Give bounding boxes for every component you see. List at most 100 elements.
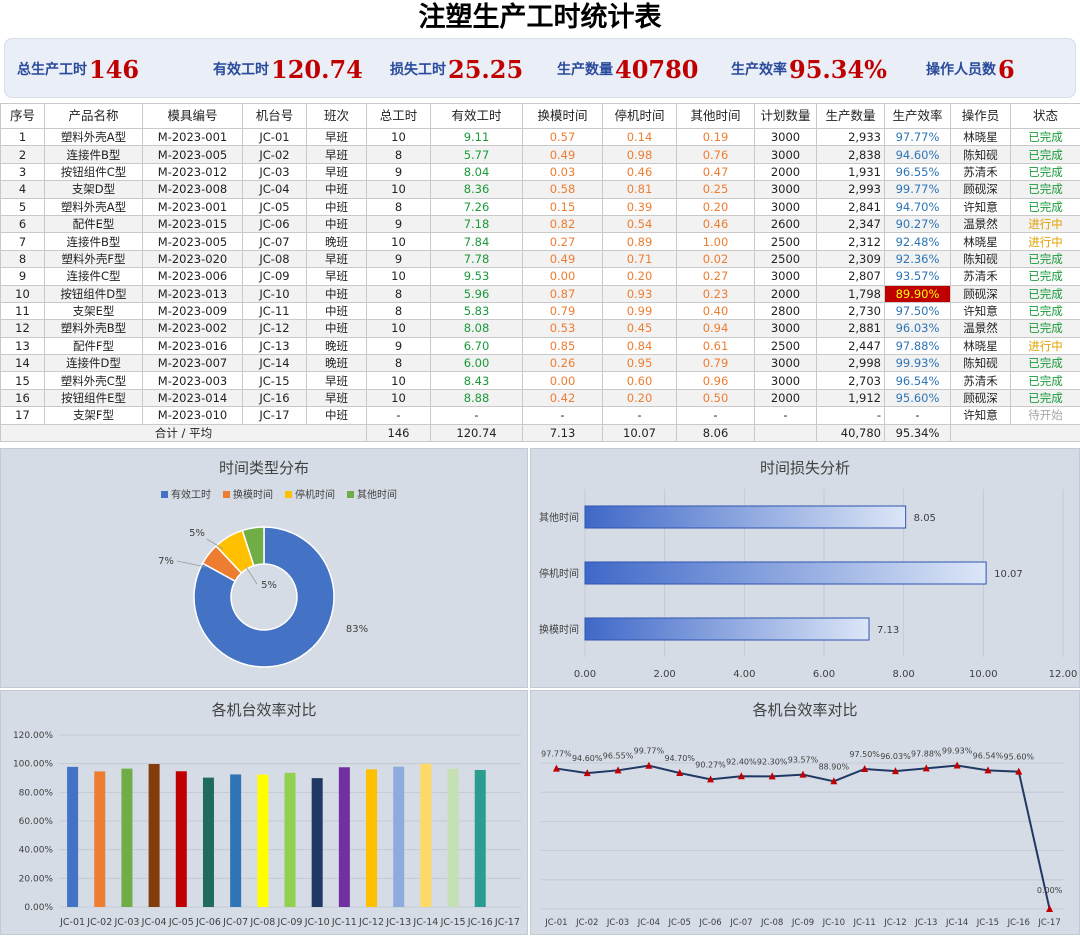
x-tick-label: 10.00	[969, 669, 998, 680]
x-category-label: JC-07	[729, 918, 752, 928]
point-data-label: 90.27%	[695, 760, 726, 769]
cell-col-downtime: 0.84	[603, 337, 677, 354]
cell-col-total-hours: 8	[367, 198, 431, 215]
cell-col-efficiency: 97.77%	[885, 129, 951, 146]
cell-col-effective: 6.70	[431, 337, 523, 354]
bar-jc-03	[121, 769, 132, 907]
x-category-label: JC-10	[822, 918, 845, 928]
cell-col-changeover: 0.00	[523, 268, 603, 285]
cell-col-index: 16	[1, 389, 45, 406]
point-data-label: 0.00%	[1037, 886, 1063, 895]
cell-col-shift: 早班	[307, 389, 367, 406]
cell-col-planned: 3000	[755, 372, 817, 389]
cell-col-shift: 晚班	[307, 337, 367, 354]
cell-col-downtime: 0.45	[603, 320, 677, 337]
cell-col-shift: 中班	[307, 198, 367, 215]
cell-col-machine: JC-08	[243, 250, 307, 267]
cell-col-other: 0.19	[677, 129, 755, 146]
pie-data-label: 7%	[158, 556, 174, 567]
cell-col-planned: 3000	[755, 355, 817, 372]
cell-col-downtime: 0.14	[603, 129, 677, 146]
cell-col-planned: -	[755, 407, 817, 424]
cell-col-total-hours: 8	[367, 285, 431, 302]
cell-col-changeover: 0.58	[523, 181, 603, 198]
cell-col-status: 已完成	[1011, 163, 1080, 180]
cell-col-status: 进行中	[1011, 337, 1080, 354]
y-tick-label: 100.00%	[13, 760, 53, 770]
x-category-label: JC-06	[698, 918, 721, 928]
cell-col-planned: 3000	[755, 268, 817, 285]
cell-col-machine: JC-10	[243, 285, 307, 302]
cell-col-mold: M-2023-012	[143, 163, 243, 180]
point-data-label: 88.90%	[819, 762, 850, 771]
x-category-label: JC-03	[606, 918, 629, 928]
cell-col-effective: 7.18	[431, 215, 523, 232]
cell-col-effective: 7.84	[431, 233, 523, 250]
cell-col-mold: M-2023-014	[143, 389, 243, 406]
y-tick-label: 120.00%	[13, 731, 53, 741]
summary-changeover: 7.13	[523, 424, 603, 441]
pie-data-label: 5%	[261, 580, 277, 591]
cell-col-other: 0.40	[677, 302, 755, 319]
bar-3	[585, 506, 906, 528]
cell-col-status: 已完成	[1011, 320, 1080, 337]
cell-col-planned: 2600	[755, 215, 817, 232]
cell-col-product: 连接件C型	[45, 268, 143, 285]
cell-col-total-hours: 10	[367, 389, 431, 406]
cell-col-shift: 早班	[307, 268, 367, 285]
cell-col-mold: M-2023-015	[143, 215, 243, 232]
cell-col-downtime: 0.71	[603, 250, 677, 267]
cell-col-index: 9	[1, 268, 45, 285]
x-tick-label: 6.00	[813, 669, 835, 680]
cell-col-produced: 1,931	[817, 163, 885, 180]
summary-label: 合计 / 平均	[1, 424, 367, 441]
cell-col-mold: M-2023-010	[143, 407, 243, 424]
cell-col-product: 按钮组件E型	[45, 389, 143, 406]
cell-col-total-hours: 9	[367, 337, 431, 354]
bar-jc-07	[230, 774, 241, 907]
cell-col-changeover: 0.53	[523, 320, 603, 337]
y-tick-label: 40.00%	[19, 846, 54, 856]
cell-col-product: 塑料外壳F型	[45, 250, 143, 267]
cell-col-product: 连接件D型	[45, 355, 143, 372]
summary-downtime: 10.07	[603, 424, 677, 441]
cell-col-shift: 中班	[307, 407, 367, 424]
x-category-label: JC-01	[59, 917, 85, 928]
cell-col-planned: 2500	[755, 233, 817, 250]
cell-col-downtime: 0.39	[603, 198, 677, 215]
cell-col-shift: 早班	[307, 250, 367, 267]
cell-col-produced: 2,309	[817, 250, 885, 267]
cell-col-efficiency: -	[885, 407, 951, 424]
cell-col-downtime: 0.54	[603, 215, 677, 232]
cell-col-effective: 8.43	[431, 372, 523, 389]
cell-col-machine: JC-12	[243, 320, 307, 337]
cell-col-planned: 3000	[755, 146, 817, 163]
cell-col-operator: 顾砚深	[951, 181, 1011, 198]
cell-col-downtime: 0.46	[603, 163, 677, 180]
cell-col-status: 进行中	[1011, 215, 1080, 232]
x-category-label: JC-15	[976, 918, 999, 928]
kpi-label: 有效工时	[213, 59, 269, 79]
cell-col-downtime: 0.95	[603, 355, 677, 372]
cell-col-index: 8	[1, 250, 45, 267]
cell-col-operator: 林晓星	[951, 337, 1011, 354]
legend-swatch	[223, 491, 230, 498]
cell-col-produced: 2,312	[817, 233, 885, 250]
x-category-label: JC-16	[467, 917, 493, 928]
cell-col-mold: M-2023-003	[143, 372, 243, 389]
point-data-label: 96.55%	[603, 751, 634, 760]
cell-col-efficiency: 96.55%	[885, 163, 951, 180]
cell-col-efficiency: 89.90%	[885, 285, 951, 302]
cell-col-effective: 7.78	[431, 250, 523, 267]
cell-col-produced: 2,347	[817, 215, 885, 232]
cell-col-mold: M-2023-001	[143, 129, 243, 146]
cell-col-produced: 2,447	[817, 337, 885, 354]
kpi-label: 生产效率	[731, 59, 787, 79]
cell-col-efficiency: 92.48%	[885, 233, 951, 250]
